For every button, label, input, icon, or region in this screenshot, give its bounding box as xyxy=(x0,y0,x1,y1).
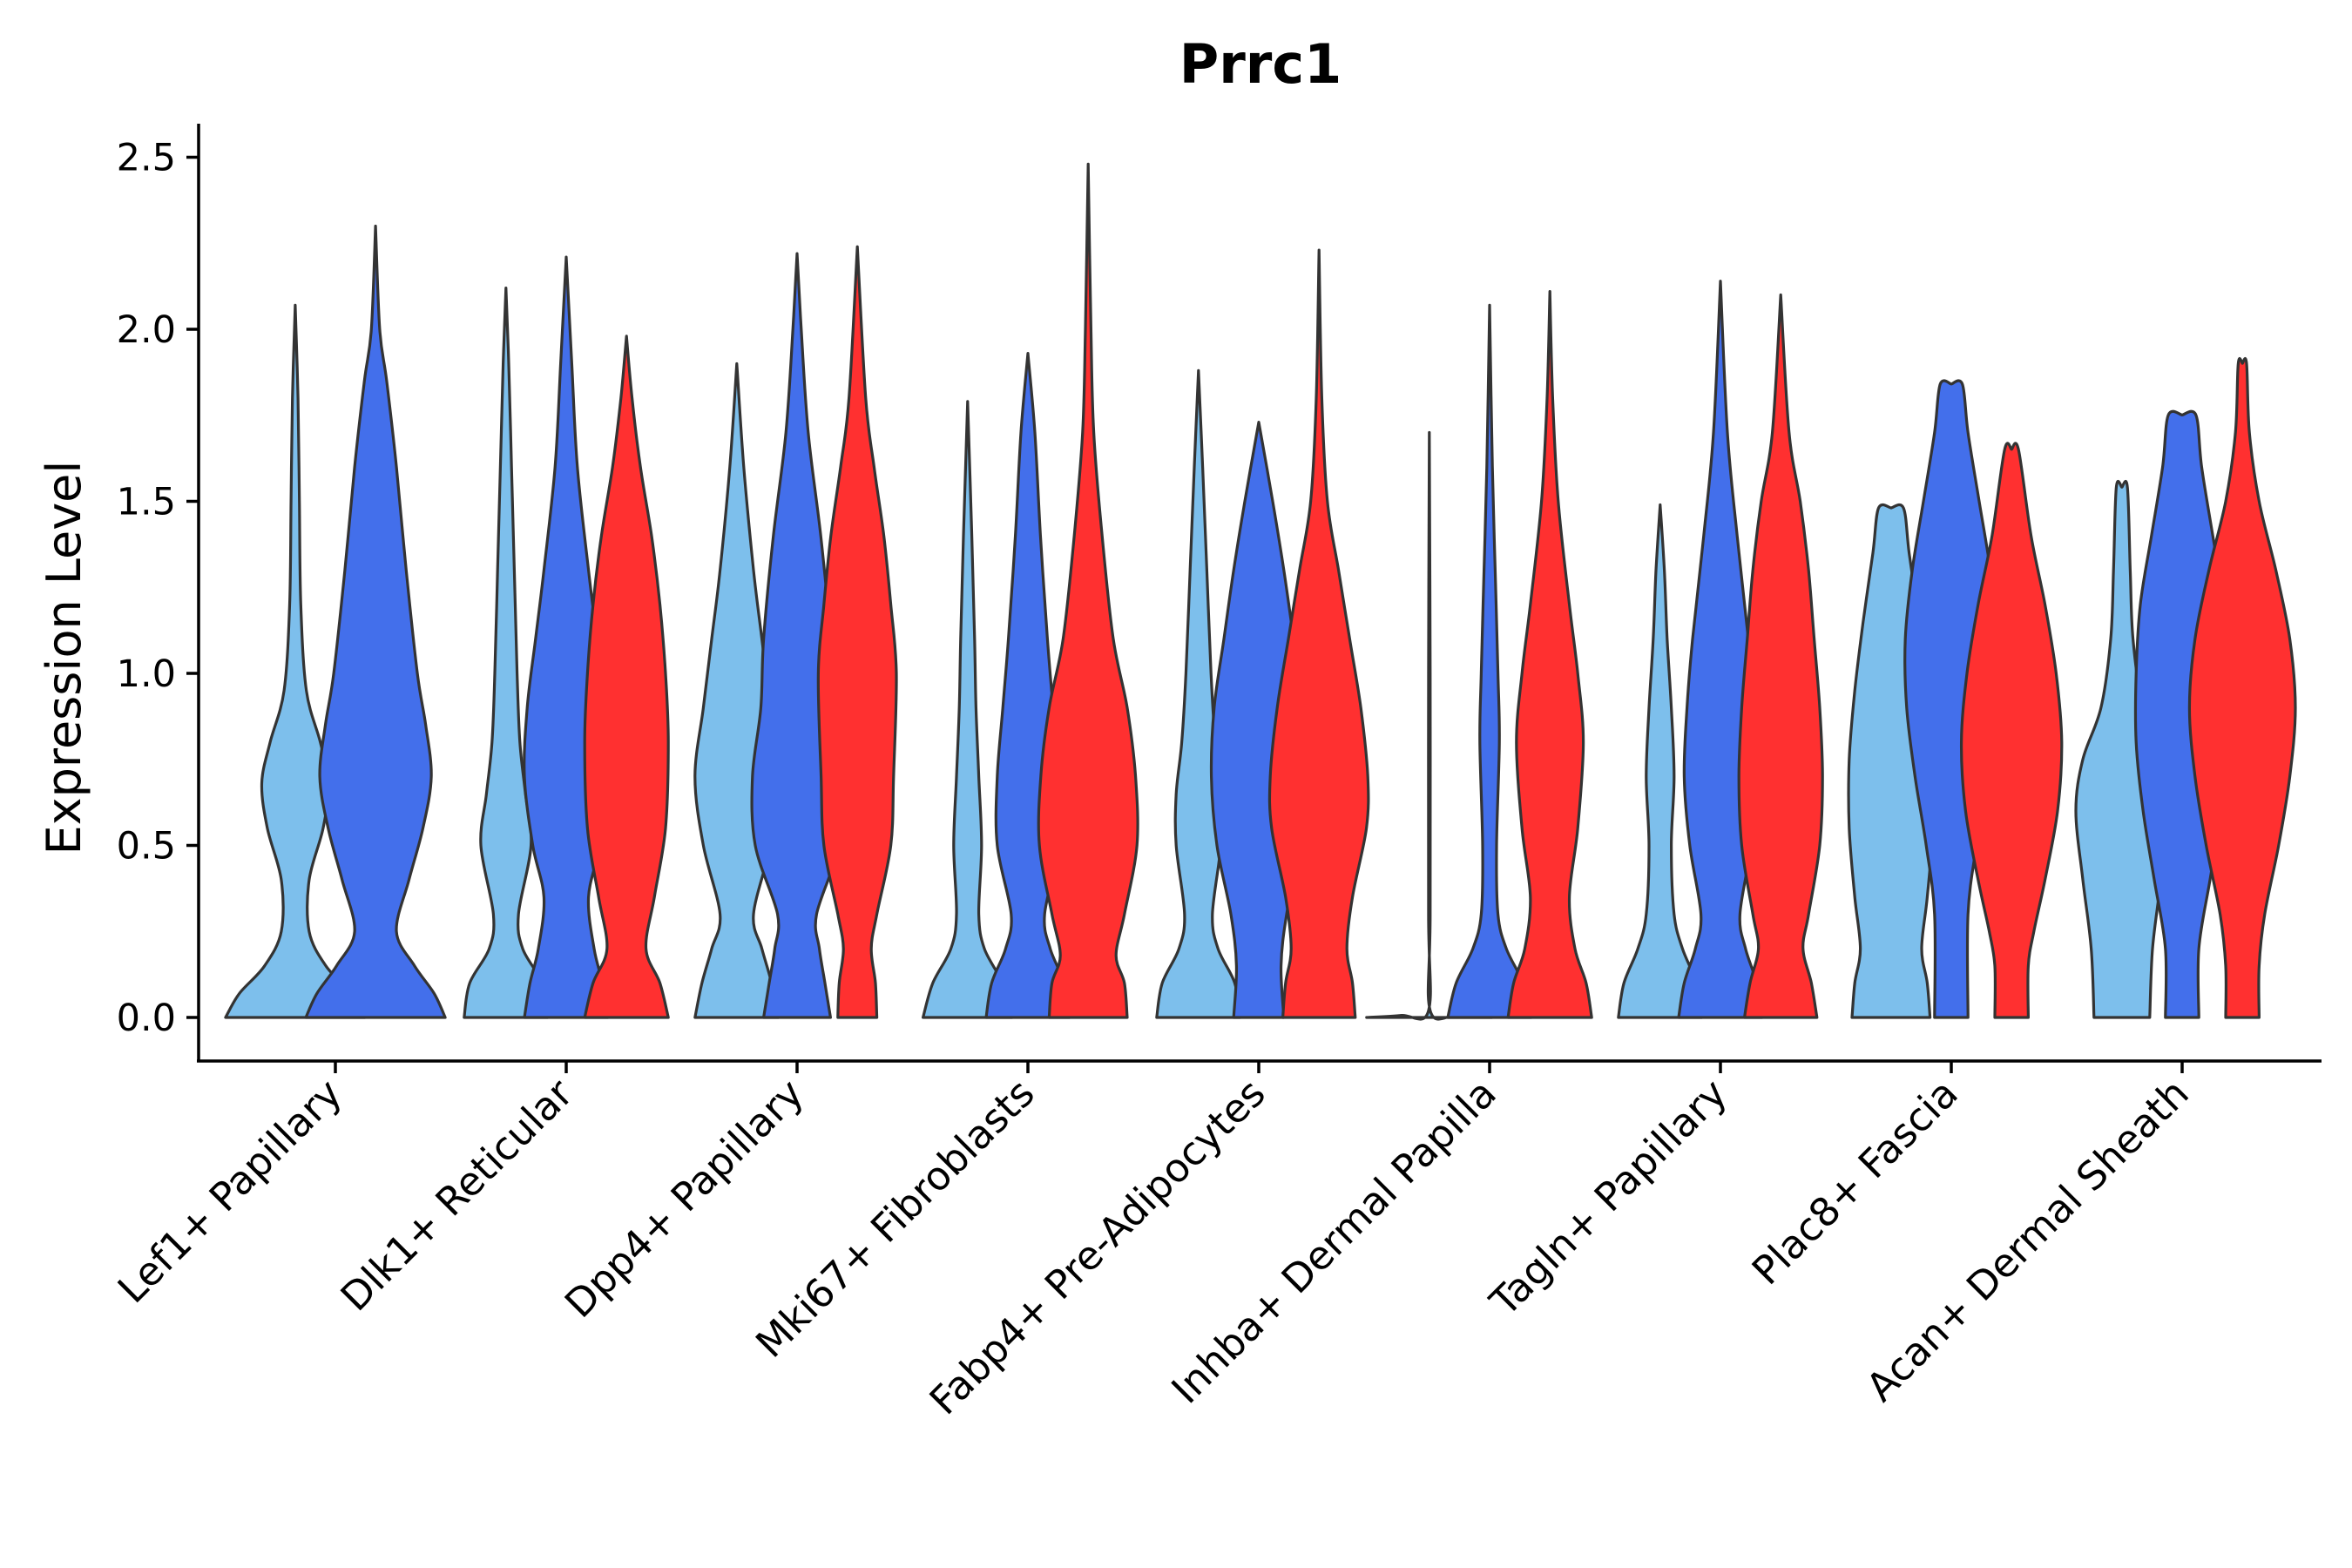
violin-red xyxy=(583,335,670,1019)
violin-red xyxy=(1037,162,1139,1019)
violin-light xyxy=(1365,430,1494,1021)
violin-light xyxy=(463,287,550,1019)
x-category-label: Tagln+ Papillary xyxy=(1481,1070,1736,1325)
violin-blue xyxy=(304,224,447,1019)
x-category-label: Lef1+ Papillary xyxy=(109,1070,351,1312)
violin-blue xyxy=(1446,303,1533,1019)
violin-red xyxy=(2187,356,2297,1019)
violin-red xyxy=(1737,293,1824,1019)
violin-red xyxy=(1959,442,2064,1019)
violin-group xyxy=(224,162,2297,1021)
violin-light xyxy=(224,303,367,1019)
violin-red xyxy=(816,245,898,1019)
x-category-label: Dlk1+ Reticular xyxy=(332,1070,582,1320)
y-tick-label: 1.5 xyxy=(117,481,176,524)
x-category-label: Plac8+ Fascia xyxy=(1743,1070,1967,1294)
y-axis-label: Expression Level xyxy=(37,461,91,855)
y-tick-label: 0.5 xyxy=(117,825,176,868)
x-category-label: Dpp4+ Papillary xyxy=(556,1070,813,1327)
violin-red xyxy=(1267,248,1370,1019)
violin-red xyxy=(1506,290,1593,1019)
violin-light xyxy=(1617,503,1704,1019)
y-tick-label: 2.0 xyxy=(117,308,176,352)
violin-light xyxy=(922,400,1014,1019)
y-tick-label: 1.0 xyxy=(117,652,176,696)
y-tick-label: 0.0 xyxy=(117,997,176,1040)
chart-title: Prrc1 xyxy=(1179,32,1342,96)
y-axis: 0.0 0.5 1.0 1.5 2.0 2.5 xyxy=(117,124,200,1061)
y-tick-label: 2.5 xyxy=(117,137,176,180)
